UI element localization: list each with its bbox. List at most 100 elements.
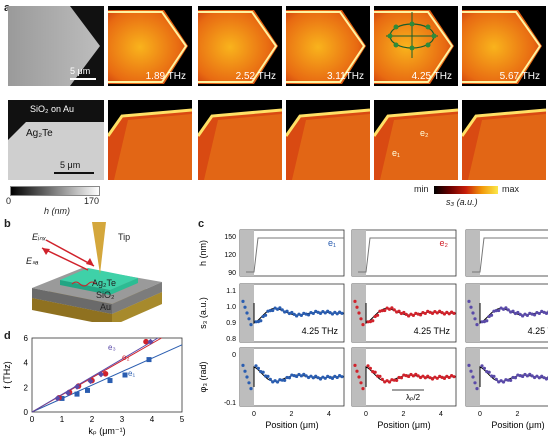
data-point	[438, 309, 442, 313]
data-point	[433, 310, 437, 314]
row-label-1: h (nm)	[198, 240, 208, 266]
data-point	[330, 376, 335, 380]
data-point	[326, 374, 330, 378]
s3-max: max	[502, 184, 520, 194]
data-point	[414, 372, 418, 376]
data-point	[518, 312, 522, 316]
data-point	[316, 310, 320, 314]
data-point	[392, 308, 396, 312]
data-point	[428, 376, 432, 380]
y-axis-label: f (THz)	[2, 361, 12, 389]
ytick: 90	[228, 270, 236, 277]
panel-b-schematic	[32, 222, 162, 322]
data-point	[471, 311, 475, 315]
data-point	[442, 376, 447, 380]
data-point	[404, 312, 408, 316]
scale-label-top: 5 μm	[70, 66, 91, 76]
data-point	[353, 363, 357, 367]
data-point	[467, 363, 471, 367]
data-point	[402, 310, 406, 315]
height-profile	[246, 237, 344, 273]
data-point	[528, 372, 532, 376]
nearfield-top-1: 1.89 THz	[108, 6, 192, 86]
data-point	[338, 373, 342, 378]
y-tick-label: 6	[24, 334, 29, 343]
scalebar-bottom	[54, 172, 94, 174]
xlabel-1: Position (μm)	[265, 420, 318, 430]
h-min: 0	[6, 196, 12, 206]
data-point	[335, 312, 339, 316]
marker-e1	[74, 391, 80, 397]
lambda-label: λₚ/2	[406, 393, 421, 402]
xtick: 0	[478, 411, 482, 418]
data-point	[254, 320, 258, 324]
data-point	[480, 320, 484, 324]
data-point	[501, 380, 506, 384]
data-point	[368, 366, 372, 370]
e-sca-label: Eₛₐ	[26, 256, 39, 266]
data-point	[263, 374, 268, 378]
xtick: 0	[252, 411, 256, 418]
s3-min: min	[414, 184, 429, 194]
data-point	[385, 379, 389, 383]
marker-e1	[59, 395, 65, 401]
afm-image-bottom: SiO₂ on Au Ag₂Te 5 μm	[8, 100, 104, 180]
data-point	[323, 376, 327, 380]
data-point	[380, 377, 384, 382]
y-tick-label: 4	[24, 359, 29, 368]
nearfield-bottom-3	[286, 100, 370, 180]
data-point	[504, 306, 508, 310]
data-point	[353, 299, 357, 303]
data-point	[473, 317, 477, 321]
data-point	[469, 369, 473, 373]
data-point	[328, 311, 332, 315]
data-point	[416, 374, 420, 378]
data-point	[395, 378, 399, 382]
data-point	[506, 308, 510, 312]
data-point	[435, 311, 439, 315]
data-point	[245, 311, 249, 315]
data-point	[302, 372, 306, 376]
data-point	[254, 364, 258, 368]
data-point	[318, 377, 323, 381]
marker-e3	[87, 378, 94, 385]
x-tick-label: 5	[180, 415, 185, 424]
data-point	[306, 375, 311, 380]
data-point	[333, 374, 337, 378]
data-point	[426, 374, 430, 378]
height-profile	[358, 237, 456, 273]
data-point	[366, 320, 370, 324]
data-point	[245, 375, 249, 379]
freq-label-4: 4.25 THz	[411, 71, 452, 82]
data-point	[537, 311, 541, 316]
data-point	[297, 372, 301, 377]
s3-colorbar	[434, 186, 498, 194]
data-point	[280, 378, 284, 382]
s3-colorbar-label: s₃ (a.u.)	[446, 197, 478, 207]
data-point	[355, 305, 359, 309]
data-point	[373, 370, 377, 374]
data-point	[428, 310, 432, 314]
data-point	[361, 323, 365, 327]
data-point	[430, 311, 435, 316]
data-point	[383, 380, 387, 384]
data-point	[357, 311, 361, 315]
data-point	[516, 310, 520, 315]
data-point	[259, 319, 263, 323]
marker-e3	[98, 371, 104, 378]
marker-e1	[146, 357, 152, 363]
data-point	[314, 374, 318, 378]
data-point	[392, 378, 396, 382]
ag2te-layer-label: Ag₂Te	[92, 278, 117, 288]
data-point	[525, 374, 529, 378]
data-point	[532, 375, 537, 380]
panel-a-letter: a	[4, 2, 10, 14]
data-point	[283, 378, 287, 382]
panel-c-letter: c	[198, 218, 205, 230]
data-point	[299, 313, 303, 317]
data-point	[380, 308, 384, 313]
data-point	[290, 373, 294, 377]
data-point	[304, 374, 308, 378]
ytick: -0.1	[224, 400, 236, 407]
data-point	[399, 376, 404, 380]
